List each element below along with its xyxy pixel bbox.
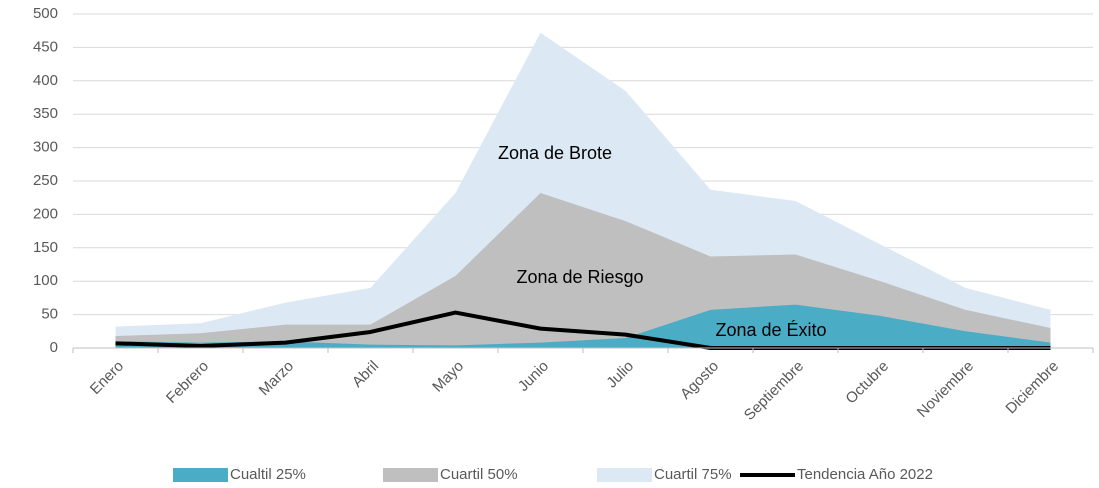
x-tick-label: Octubre	[842, 358, 892, 408]
x-tick-label: Agosto	[677, 358, 722, 403]
x-tick-label: Septiembre	[741, 358, 807, 424]
x-tick-label: Enero	[87, 358, 127, 398]
y-tick-label: 150	[33, 239, 58, 256]
x-tick-label: Mayo	[429, 358, 467, 396]
x-tick-label: Junio	[515, 358, 552, 395]
y-tick-label: 350	[33, 105, 58, 122]
y-tick-label: 450	[33, 38, 58, 55]
legend-label: Cuartil 50%	[440, 466, 518, 483]
legend-swatch	[173, 468, 228, 482]
x-tick-label: Marzo	[256, 358, 297, 399]
y-tick-label: 400	[33, 72, 58, 89]
annotation: Zona de Riesgo	[516, 267, 643, 287]
legend-label: Cuartil 75%	[654, 466, 732, 483]
legend-label: Tendencia Año 2022	[797, 466, 933, 483]
x-tick-label: Abril	[349, 358, 382, 391]
x-tick-label: Febrero	[163, 358, 212, 407]
x-tick-label: Diciembre	[1002, 358, 1062, 418]
y-tick-label: 50	[41, 306, 58, 323]
legend-swatch	[597, 468, 652, 482]
y-tick-label: 500	[33, 5, 58, 22]
area	[115, 304, 1051, 348]
y-tick-label: 300	[33, 139, 58, 156]
annotation: Zona de Brote	[498, 143, 612, 163]
legend-label: Cualtil 25%	[230, 466, 306, 483]
legend-swatch	[383, 468, 438, 482]
y-tick-label: 250	[33, 172, 58, 189]
x-tick-label: Julio	[603, 358, 637, 392]
y-tick-label: 0	[50, 339, 58, 356]
x-tick-label: Noviembre	[914, 358, 977, 421]
y-tick-label: 200	[33, 205, 58, 222]
y-tick-label: 100	[33, 272, 58, 289]
annotation: Zona de Éxito	[715, 320, 826, 340]
